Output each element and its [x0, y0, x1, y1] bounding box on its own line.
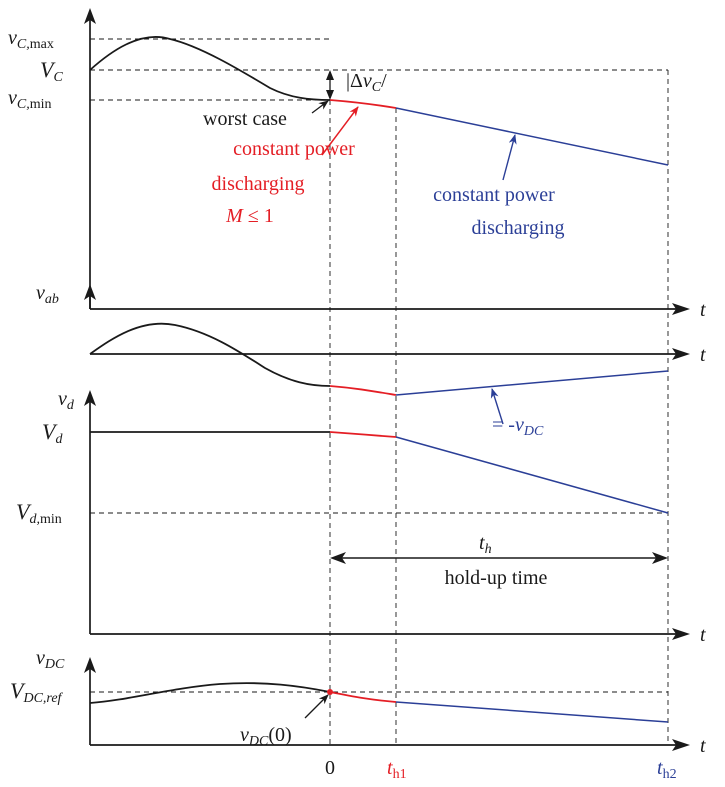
- label-vdcref: VDC,ref: [10, 678, 64, 706]
- vdc-eq-arrow: [490, 388, 504, 425]
- dashed-guides: [90, 38, 669, 745]
- axis-horizontal-top: [90, 303, 690, 315]
- label-red-line1: constant power: [233, 138, 355, 160]
- axis-vertical-vdc: [84, 657, 96, 745]
- label-t-vab: t: [700, 344, 706, 366]
- label-vd: vd: [58, 388, 75, 413]
- label-vab: vab: [36, 282, 59, 307]
- vab-curve-blue: [395, 370, 669, 396]
- label-holdup: hold-up time: [445, 567, 548, 589]
- label-eq-vdc: = -vDC: [492, 414, 544, 439]
- worst-case-arrow: [311, 100, 329, 114]
- label-th: th: [479, 532, 492, 557]
- delta-vc-arrow: [326, 70, 334, 100]
- vd-curve-red: [329, 431, 397, 438]
- label-delta-vc: |ΔvC/: [346, 70, 387, 95]
- label-t-vdc: t: [700, 735, 706, 757]
- vdc-curve-red: [329, 691, 397, 703]
- label-th2: th2: [657, 757, 677, 782]
- label-worst-case: worst case: [203, 108, 287, 130]
- blue-annotation-arrow: [502, 134, 517, 181]
- label-red-line2: discharging: [212, 173, 305, 195]
- axis-vertical-top: [84, 8, 96, 309]
- label-time-zero: 0: [325, 757, 335, 779]
- label-vcmin: vC,min: [8, 87, 52, 112]
- label-vdc0: vDC(0): [240, 724, 292, 749]
- axis-vertical-vab: [84, 284, 96, 309]
- label-vcmax: vC,max: [8, 27, 54, 52]
- label-Vd: Vd: [42, 419, 63, 447]
- axis-horizontal-vd: [90, 628, 690, 640]
- label-blue-line1: constant power: [433, 184, 555, 206]
- label-t-top: t: [700, 299, 706, 321]
- vdc-curve-blue: [395, 701, 669, 723]
- vc-curve-red: [329, 99, 397, 109]
- vc-curve-black: [89, 36, 331, 101]
- vab-curve-black: [89, 322, 331, 387]
- label-vc: VC: [40, 57, 63, 85]
- vab-curve-red: [329, 385, 397, 396]
- label-Vdmin: Vd,min: [16, 499, 62, 527]
- vd-curve-blue: [395, 436, 669, 514]
- vc-curve-blue: [395, 107, 669, 166]
- vdc-zero-arrow: [304, 694, 329, 719]
- label-vdc: vDC: [36, 647, 65, 672]
- axis-vertical-vd: [84, 390, 96, 634]
- label-t-vd: t: [700, 624, 706, 646]
- axis-horizontal-vab: [90, 348, 690, 360]
- vdc-zero-point: [327, 689, 333, 695]
- label-blue-line2: discharging: [472, 217, 565, 239]
- vdc-curve-black: [89, 682, 331, 704]
- label-red-m: M ≤ 1: [225, 205, 274, 227]
- axis-horizontal-vdc: [90, 739, 690, 751]
- label-th1: th1: [387, 757, 407, 782]
- red-annotation-arrow: [321, 106, 359, 156]
- holdup-arrow: [330, 552, 668, 564]
